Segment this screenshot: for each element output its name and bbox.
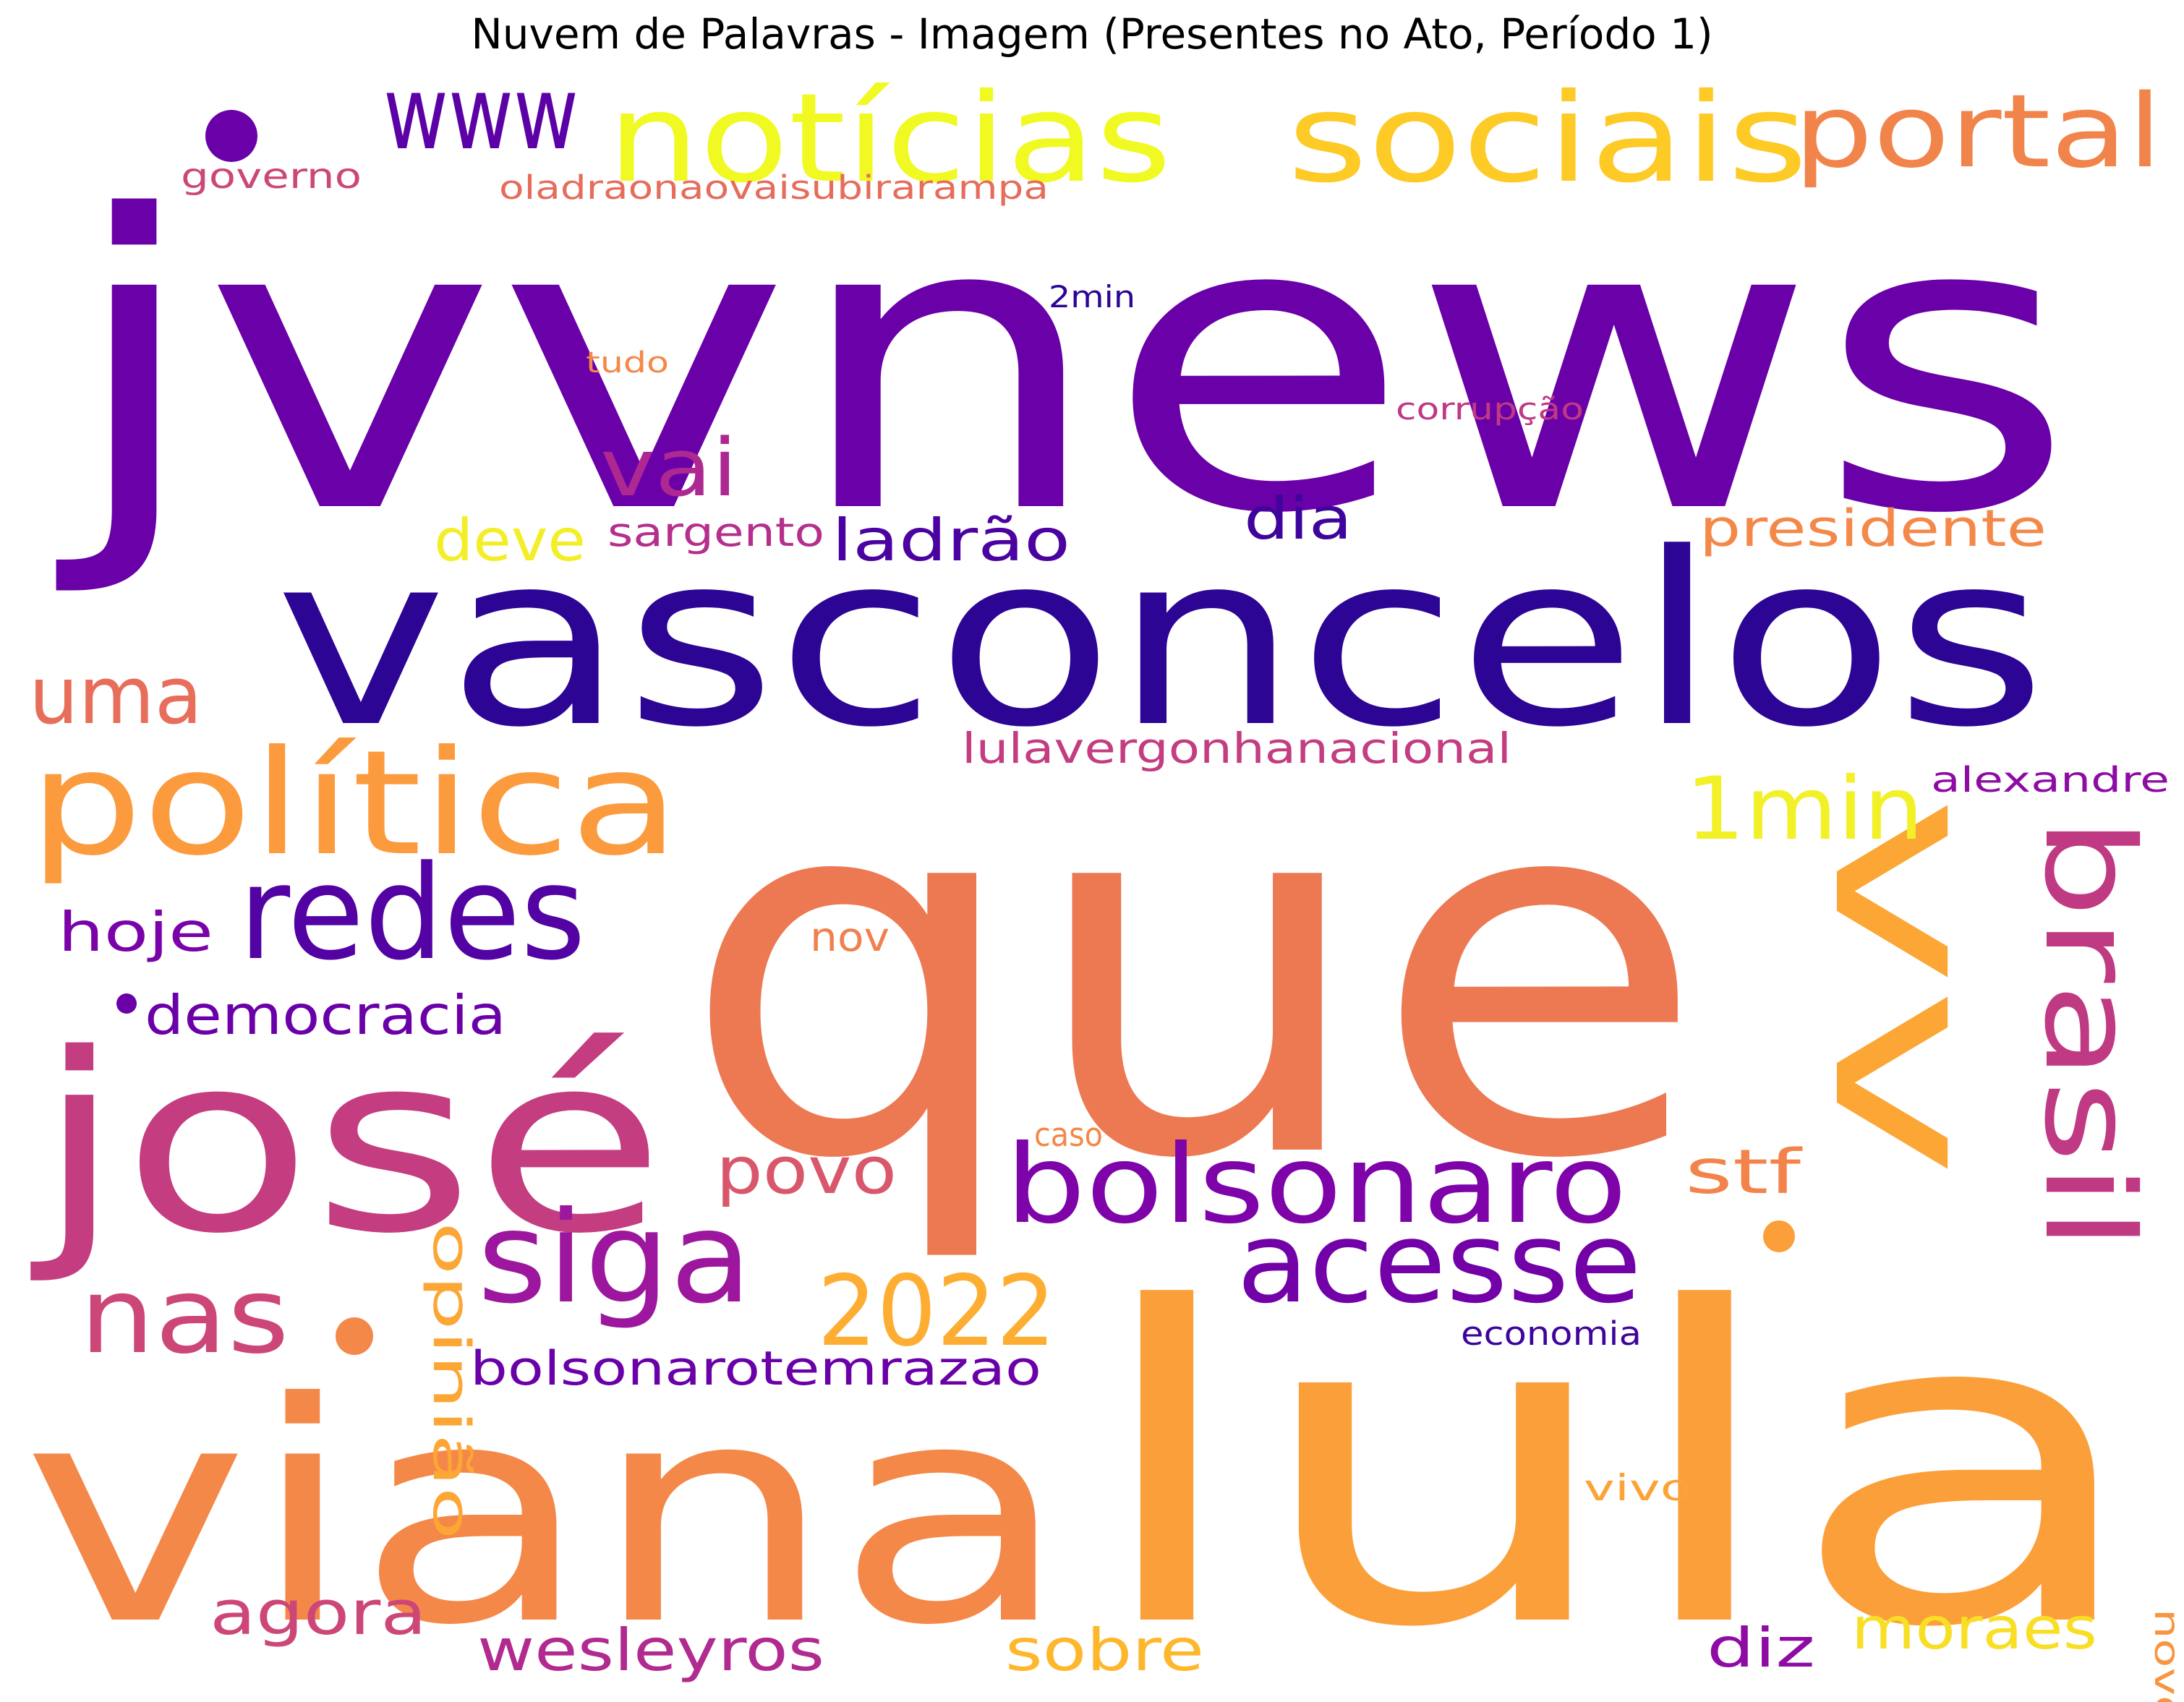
- cloud-word: 2min: [1049, 279, 1135, 315]
- cloud-word: sobre: [1005, 1617, 1204, 1684]
- cloud-word: stf: [1685, 1137, 1803, 1208]
- chart-title: Nuvem de Palavras - Imagem (Presentes no…: [471, 9, 1713, 59]
- cloud-word: lulavergonhanacional: [962, 724, 1511, 773]
- cloud-word: nas: [80, 1255, 289, 1377]
- cloud-dot: [1763, 1220, 1795, 1252]
- cloud-word: bolsonarotemrazao: [470, 1342, 1041, 1396]
- cloud-word: corrupção: [1396, 391, 1584, 427]
- cloud-word: deve: [434, 507, 586, 574]
- cloud-word: siga: [477, 1185, 752, 1332]
- cloud-word: ladrão: [832, 507, 1070, 574]
- cloud-word: tudo: [586, 346, 669, 380]
- cloud-word: brasil: [2017, 817, 2160, 1251]
- cloud-word: uma: [29, 649, 202, 742]
- cloud-word: lula: [1085, 1217, 2148, 1702]
- cloud-word: oladraonaovaisubirarampa: [499, 168, 1049, 207]
- cloud-word: diz: [1707, 1616, 1815, 1680]
- cloud-word: agora: [210, 1578, 427, 1649]
- cloud-word: vivo: [1584, 1467, 1692, 1509]
- cloud-word: jvvnews: [50, 131, 2076, 602]
- cloud-word: redes: [239, 838, 586, 989]
- cloud-word: alexandre: [1931, 760, 2170, 800]
- cloud-word: 1min: [1685, 759, 1924, 860]
- cloud-word: moraes: [1851, 1595, 2097, 1662]
- cloud-word: vasconcelos: [275, 502, 2047, 779]
- cloud-word: josé: [27, 1001, 665, 1288]
- cloud-word: democracia: [145, 983, 506, 1047]
- cloud-word: sargento: [607, 509, 824, 555]
- cloud-word: portal: [1793, 73, 2162, 191]
- cloud-word: sociais: [1287, 67, 1808, 210]
- cloud-word: 2022: [817, 1254, 1056, 1368]
- cloud-word: bolsonaro: [1005, 1122, 1627, 1248]
- cloud-word: governo: [181, 156, 362, 197]
- cloud-word: opinião: [422, 1222, 481, 1540]
- cloud-word: vai: [600, 422, 738, 514]
- cloud-word: que: [680, 680, 1707, 1270]
- cloud-word: wesleyros: [477, 1617, 824, 1684]
- cloud-dot: [116, 993, 137, 1014]
- cloud-word: acesse: [1237, 1197, 1642, 1328]
- cloud-word: viana: [22, 1338, 1070, 1692]
- cloud-word: política: [29, 719, 680, 888]
- cloud-word: nov: [810, 914, 890, 960]
- cloud-word: povo: [716, 1133, 897, 1209]
- cloud-word: caso: [1034, 1116, 1103, 1154]
- cloud-word: presidente: [1699, 499, 2047, 558]
- cloud-dot: [205, 110, 257, 162]
- cloud-word: www: [383, 55, 579, 173]
- cloud-word: novo: [2146, 1609, 2184, 1702]
- cloud-word: economia: [1461, 1314, 1642, 1353]
- cloud-dot: [336, 1317, 373, 1355]
- cloud-word: hoje: [58, 900, 213, 964]
- cloud-word: notícias: [607, 67, 1172, 210]
- cloud-word: dia: [1244, 485, 1352, 552]
- cloud-word: vv: [1788, 795, 2024, 1179]
